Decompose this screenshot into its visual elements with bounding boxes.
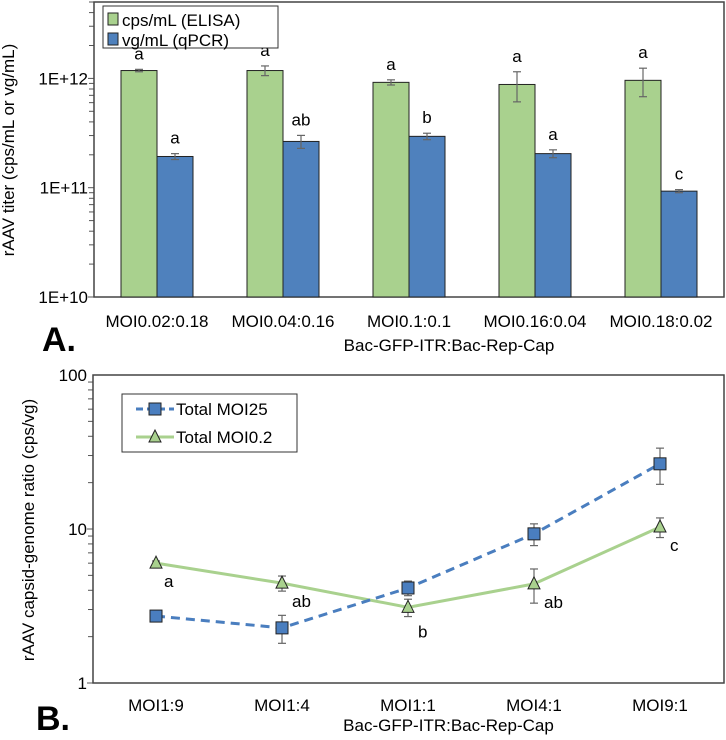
legend-swatch [107, 32, 119, 46]
bar [624, 79, 662, 298]
significance-label: ab [292, 592, 311, 611]
bar [120, 70, 158, 298]
data-point-square [275, 621, 289, 635]
legend-marker-square [148, 402, 162, 416]
x-tick-label: MOI0.16:0.04 [483, 312, 586, 331]
bar [372, 81, 410, 298]
legend-marker-triangle [148, 428, 162, 443]
significance-label: a [164, 572, 174, 591]
x-tick-label: MOI0.18:0.02 [609, 312, 712, 331]
x-axis-title: Bac-GFP-ITR:Bac-Rep-Cap [343, 716, 554, 735]
significance-label: a [134, 44, 144, 63]
significance-label: a [386, 55, 396, 74]
data-point-triangle [275, 575, 289, 589]
data-point-square [149, 609, 163, 623]
bar [408, 135, 446, 298]
significance-label: ab [544, 593, 563, 612]
significance-label: c [675, 165, 684, 184]
significance-label: b [422, 108, 431, 127]
panel-1: 1 10 100 rAAV capsid-genome ratio (cps/vg) B… [19, 366, 725, 738]
x-tick-label: MOI0.02:0.18 [105, 312, 208, 331]
bar [660, 190, 698, 298]
x-tick-label: MOI1:1 [380, 696, 436, 715]
data-point-triangle [653, 518, 667, 533]
significance-label: a [512, 47, 522, 66]
bar [246, 70, 284, 298]
data-point-square [401, 581, 415, 595]
x-tick-label: MOI4:1 [506, 696, 562, 715]
plot-area [92, 374, 725, 684]
x-tick-label: MOI0.1:0.1 [367, 312, 451, 331]
panel-label: B. [36, 700, 70, 738]
data-point-triangle [527, 575, 541, 590]
data-point-triangle [149, 555, 163, 569]
panel-0: 1E+10 1E+11 1E+12 rAAV titer (cps/mL or vg/… [0, 1, 725, 359]
y-tick-label: 1E+12 [38, 69, 88, 88]
significance-label: a [260, 41, 270, 60]
legend-label: Total MOI25 [176, 400, 268, 419]
bar [534, 153, 572, 298]
panel-label: A. [42, 321, 76, 359]
y-tick-label: 1E+11 [40, 179, 88, 198]
significance-label: b [418, 622, 427, 641]
x-tick-label: MOI0.04:0.16 [231, 312, 334, 331]
legend-swatch [107, 12, 119, 26]
significance-label: a [170, 129, 180, 148]
x-axis-title: Bac-GFP-ITR:Bac-Rep-Cap [344, 336, 555, 355]
legend-label: cps/mL (ELISA) [122, 11, 240, 30]
y-tick-label: 10 [68, 520, 87, 539]
data-point-square [653, 457, 667, 471]
bar [498, 83, 536, 298]
legend-label: Total MOI0.2 [176, 428, 272, 447]
y-axis-title: rAAV titer (cps/mL or vg/mL) [0, 44, 18, 257]
significance-label: ab [292, 110, 311, 129]
bar [156, 155, 194, 298]
y-tick-label: 100 [59, 366, 87, 385]
legend-label: vg/mL (qPCR) [122, 31, 229, 50]
data-point-triangle [401, 599, 415, 613]
significance-label: c [670, 536, 679, 555]
x-tick-label: MOI1:9 [128, 696, 184, 715]
x-tick-label: MOI9:1 [632, 696, 688, 715]
legend [102, 5, 279, 49]
significance-label: a [638, 43, 648, 62]
y-tick-label: 1 [78, 674, 87, 693]
x-tick-label: MOI1:4 [254, 696, 310, 715]
significance-label: a [548, 125, 558, 144]
y-tick-label: 1E+10 [38, 288, 88, 307]
bar [282, 140, 320, 298]
y-axis-title: rAAV capsid-genome ratio (cps/vg) [19, 399, 38, 661]
data-point-square [527, 527, 541, 541]
